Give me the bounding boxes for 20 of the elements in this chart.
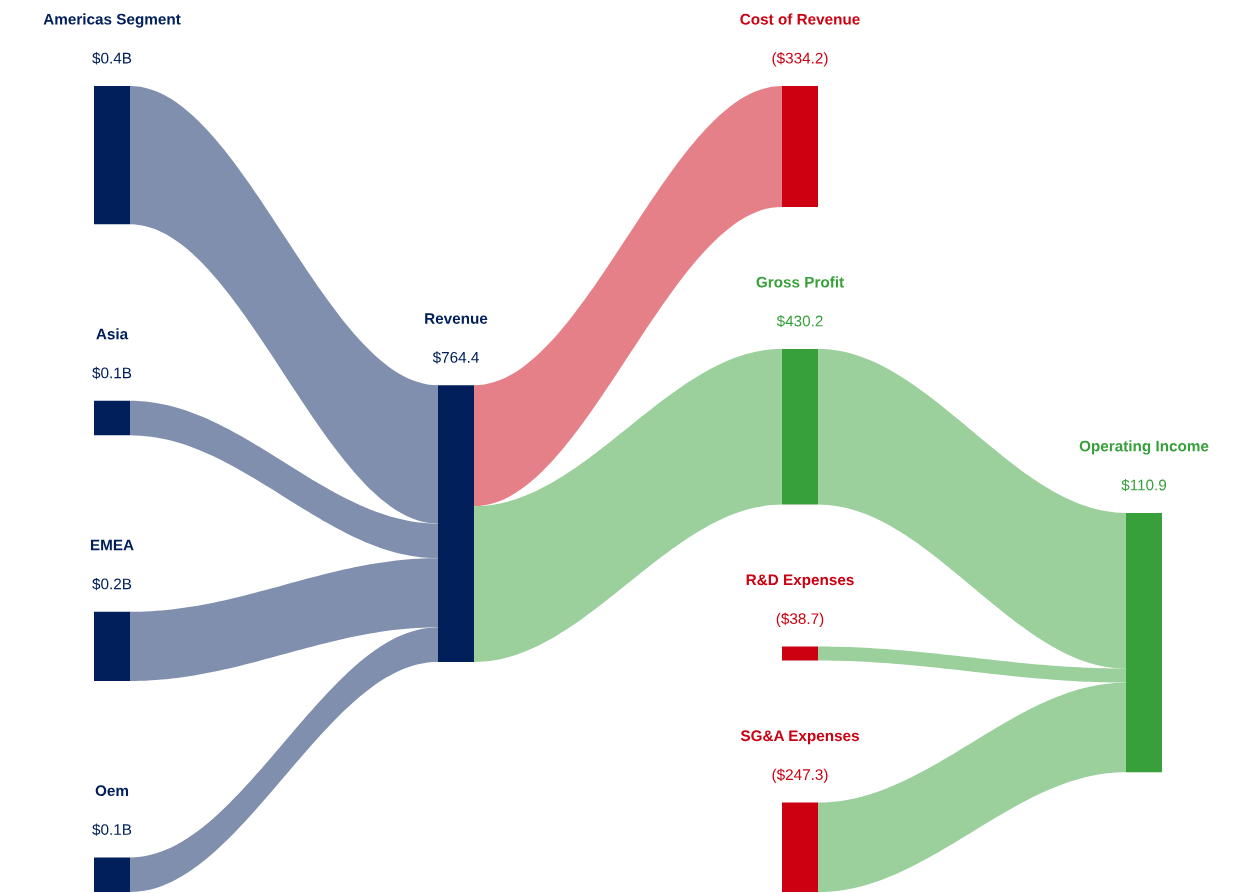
data-label: ($334.2): [772, 52, 828, 67]
category-label: Cost of Revenue: [740, 13, 860, 25]
category-label: R&D Expenses: [746, 574, 854, 589]
category-label: Americas Segment: [43, 13, 181, 28]
data-label: $0.1B: [92, 366, 132, 380]
data-label: $0.2B: [92, 577, 132, 591]
category-label: EMEA: [90, 539, 134, 551]
data-label: $0.4B: [92, 52, 132, 65]
data-label: $110.9: [1121, 478, 1167, 492]
category-label: Oem: [95, 785, 129, 797]
category-label: Revenue: [425, 313, 488, 324]
data-label: $0.1B: [92, 823, 132, 836]
data-label: ($38.7): [776, 612, 824, 628]
category-label: Gross Profit: [756, 276, 844, 288]
category-label: Asia: [96, 328, 129, 340]
category-label: Operating Income: [1079, 440, 1209, 455]
data-label: ($247.3): [772, 768, 828, 784]
category-label: SG&A Expenses: [740, 730, 859, 745]
data-label: $764.4: [432, 351, 479, 364]
data-label: $430.2: [776, 314, 823, 328]
